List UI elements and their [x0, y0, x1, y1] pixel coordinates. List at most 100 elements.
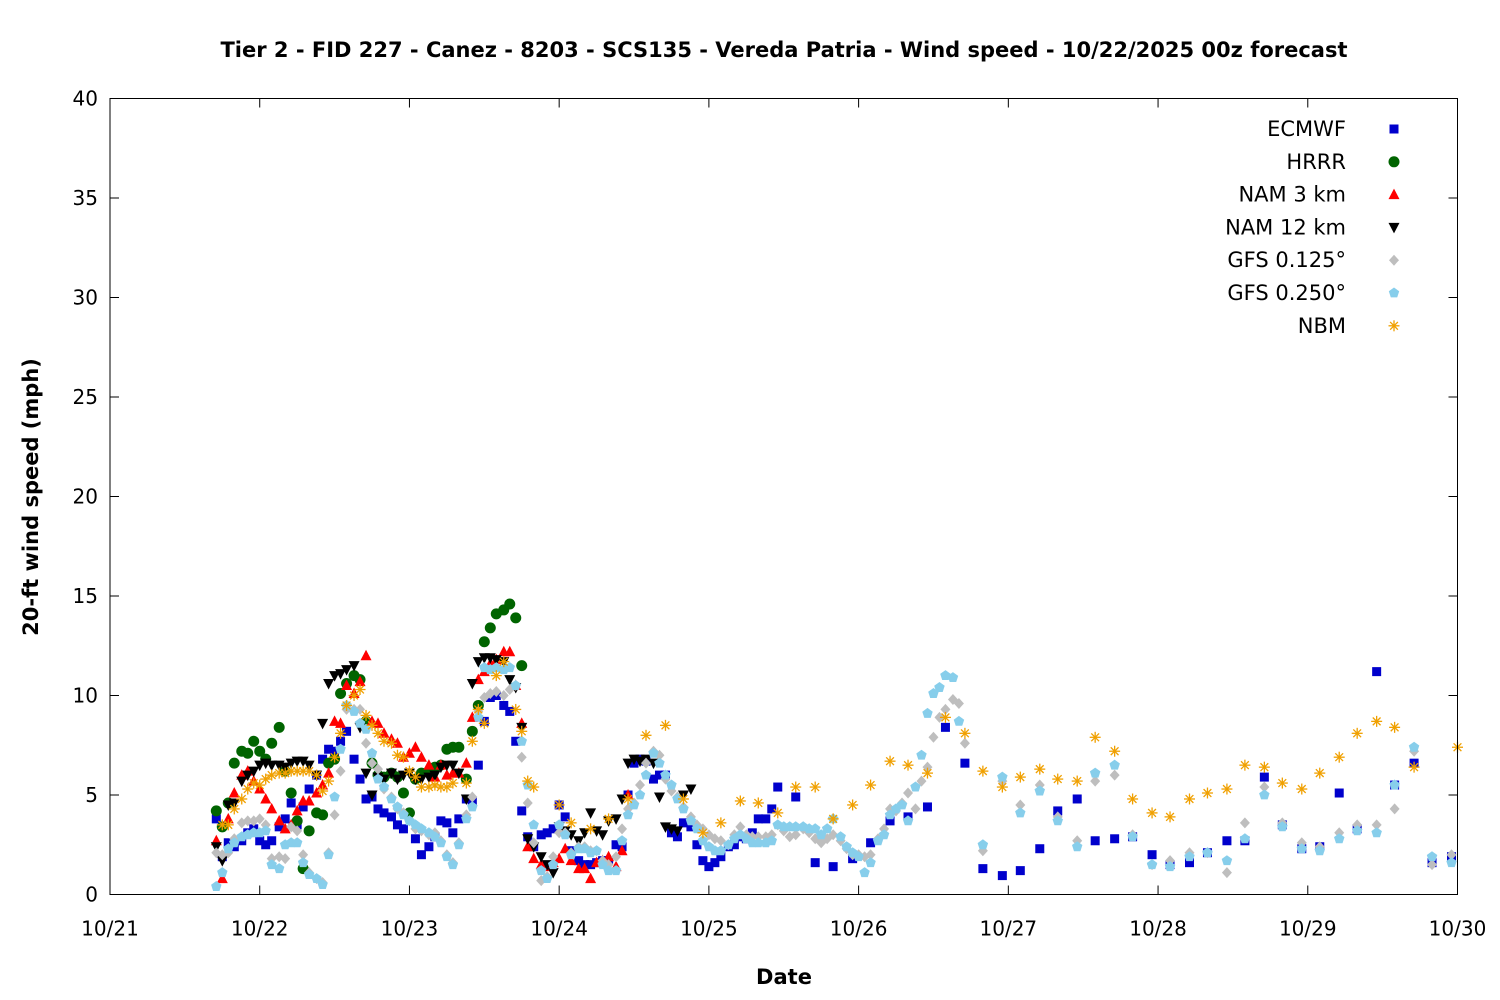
point-nbm: [222, 819, 234, 831]
point-nbm: [959, 727, 971, 739]
y-tick-label: 15: [73, 584, 98, 608]
point-gfs-0-250: [1408, 741, 1420, 752]
point-nam-12-km: [585, 808, 597, 819]
point-hrrr: [335, 688, 347, 700]
point-ecmwf: [424, 842, 434, 852]
point-gfs-0-250: [542, 873, 553, 883]
point-nbm: [1014, 771, 1026, 783]
legend-marker-hrrr: [1388, 156, 1400, 168]
point-nam-12-km: [535, 852, 547, 863]
point-hrrr: [266, 737, 278, 749]
x-tick-label: 10/27: [980, 917, 1038, 941]
point-ecmwf: [536, 830, 546, 840]
point-nam-3-km: [559, 842, 571, 854]
point-nbm: [553, 799, 565, 811]
point-gfs-0-250: [266, 859, 277, 870]
point-nam-3-km: [460, 757, 472, 768]
point-gfs-0-125: [528, 837, 539, 849]
data-points: [210, 598, 1463, 891]
point-gfs-0-250: [303, 869, 315, 879]
point-hrrr: [466, 725, 478, 737]
point-nbm: [1258, 761, 1270, 773]
point-nam-12-km: [242, 770, 254, 782]
point-nam-12-km: [323, 679, 335, 690]
point-nam-3-km: [403, 747, 415, 758]
point-nbm: [847, 799, 859, 811]
point-nam-12-km: [671, 826, 683, 837]
point-gfs-0-250: [491, 662, 502, 673]
point-gfs-0-250: [1371, 827, 1382, 838]
point-hrrr: [478, 636, 490, 648]
point-nam-3-km: [415, 751, 427, 762]
legend-label-hrrr: HRRR: [1286, 150, 1346, 174]
point-gfs-0-250: [753, 837, 764, 848]
point-gfs-0-125: [467, 791, 478, 803]
point-nbm: [228, 803, 240, 815]
point-nbm: [1333, 751, 1345, 763]
y-tick-label: 5: [85, 783, 98, 807]
y-tick-label: 40: [73, 87, 98, 111]
point-gfs-0-250: [634, 789, 646, 800]
point-nam-12-km: [429, 770, 441, 782]
point-gfs-0-250: [810, 823, 821, 834]
point-gfs-0-250: [441, 851, 453, 862]
point-ecmwf: [1015, 866, 1025, 876]
point-gfs-0-250: [354, 717, 366, 728]
point-gfs-0-250: [1184, 851, 1195, 862]
point-gfs-0-250: [516, 735, 527, 746]
point-gfs-0-250: [859, 867, 870, 878]
point-gfs-0-250: [916, 749, 927, 760]
point-ecmwf: [716, 852, 726, 862]
point-gfs-0-250: [1296, 843, 1307, 854]
point-gfs-0-250: [1259, 789, 1270, 800]
point-gfs-0-250: [461, 813, 472, 824]
point-ecmwf: [997, 871, 1007, 881]
point-nbm: [303, 765, 315, 777]
point-nbm: [490, 670, 502, 682]
point-nam-12-km: [579, 828, 591, 839]
point-gfs-0-125: [498, 690, 509, 701]
point-gfs-0-125: [280, 853, 291, 865]
point-nam-3-km: [409, 741, 421, 752]
point-hrrr: [397, 787, 409, 799]
point-nam-12-km: [616, 794, 628, 805]
point-ecmwf: [548, 824, 558, 834]
point-ecmwf: [654, 770, 664, 780]
point-nam-3-km: [423, 759, 435, 770]
point-nam-3-km: [317, 779, 329, 790]
point-nbm: [341, 699, 353, 711]
point-ecmwf: [223, 838, 233, 848]
point-ecmwf: [336, 736, 346, 746]
x-tick-label: 10/26: [830, 917, 888, 941]
point-nbm: [1052, 773, 1064, 785]
point-gfs-0-250: [348, 705, 360, 716]
point-nam-3-km: [585, 872, 597, 884]
point-gfs-0-250: [678, 803, 689, 814]
point-nam-12-km: [472, 657, 484, 668]
y-axis-label: 20-ft wind speed (mph): [19, 358, 43, 636]
point-nbm: [311, 769, 323, 781]
point-nam-12-km: [285, 758, 297, 770]
point-nam-12-km: [236, 776, 248, 788]
point-nbm: [236, 793, 248, 805]
point-nam-3-km: [528, 852, 540, 864]
point-ecmwf: [810, 858, 820, 868]
point-gfs-0-250: [1034, 785, 1045, 796]
point-nbm: [715, 817, 727, 829]
point-gfs-0-250: [1109, 759, 1120, 770]
point-gfs-0-250: [910, 781, 921, 792]
point-ecmwf: [1184, 858, 1194, 868]
point-nbm: [659, 719, 671, 731]
point-nbm: [441, 781, 453, 793]
point-gfs-0-125: [1371, 819, 1382, 831]
point-gfs-0-250: [666, 779, 677, 790]
point-nam-12-km: [522, 834, 534, 845]
point-nam-3-km: [378, 727, 390, 738]
point-gfs-0-125: [611, 851, 622, 863]
point-gfs-0-250: [329, 791, 340, 802]
point-nam-3-km: [216, 872, 228, 884]
point-nbm: [498, 656, 510, 668]
point-gfs-0-250: [821, 823, 833, 834]
point-gfs-0-250: [865, 857, 876, 868]
point-nbm: [1314, 767, 1326, 779]
